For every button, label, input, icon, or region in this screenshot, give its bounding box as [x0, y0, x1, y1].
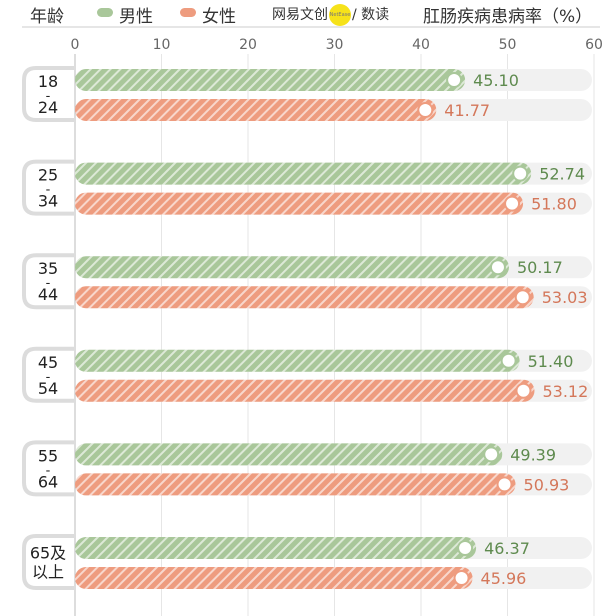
age-category-label: -	[46, 463, 51, 478]
age-category-label: 18	[38, 72, 58, 91]
age-group: 45-54 51.40 53.12	[22, 346, 592, 403]
female-bar	[75, 473, 516, 496]
male-value-label: 46.37	[484, 539, 530, 558]
bar-end-marker	[496, 476, 513, 493]
brand-logo: 网易文创 NetEase / 数读	[272, 4, 389, 26]
female-value-label: 53.03	[542, 288, 588, 307]
legend-male-swatch	[97, 8, 113, 17]
bar-end-marker	[515, 382, 532, 399]
male-value-label: 52.74	[539, 165, 585, 184]
female-bar	[75, 567, 473, 589]
age-category-label: 54	[38, 379, 58, 398]
bar-end-marker	[500, 352, 517, 369]
bar-end-marker	[417, 102, 434, 118]
age-category-label: 45	[38, 353, 58, 372]
male-value-label: 51.40	[528, 352, 574, 371]
x-axis-ticks: 0 10 20 30 40 50 60	[71, 37, 603, 53]
age-category-label: -	[46, 89, 51, 104]
age-category-label: 35	[38, 259, 58, 278]
female-bar	[75, 286, 534, 309]
x-tick-label: 10	[153, 37, 171, 53]
female-bar	[75, 99, 437, 121]
age-bracket	[22, 66, 74, 122]
x-tick-label: 60	[585, 37, 603, 53]
age-bracket	[22, 440, 74, 497]
age-category-label: -	[46, 276, 51, 291]
chart-header: 年龄 男性 女性 网易文创 NetEase / 数读 肛肠疾病患病率（%）	[0, 0, 615, 30]
bar-end-marker	[504, 195, 521, 212]
bar-end-marker	[512, 165, 529, 182]
male-value-label: 49.39	[510, 445, 556, 464]
bar-end-marker	[446, 72, 463, 88]
bar-groups: 18-2445.1041.7725-3452.7451.8035-4450.17…	[22, 66, 592, 590]
brand-name: 网易文创	[272, 7, 328, 23]
bar-end-marker	[514, 289, 531, 306]
female-bar	[75, 379, 535, 402]
female-value-label: 51.80	[531, 195, 577, 214]
age-category-label: 25	[38, 166, 58, 185]
bar-end-marker	[489, 259, 506, 276]
age-axis-title: 年龄	[30, 7, 64, 27]
x-tick-label: 50	[499, 37, 517, 53]
x-tick-label: 20	[239, 37, 257, 53]
bar-end-marker	[457, 540, 474, 556]
x-tick-label: 30	[326, 37, 344, 53]
age-category-label: 64	[38, 472, 58, 491]
female-value-label: 50.93	[524, 475, 570, 494]
bar-end-marker	[483, 446, 500, 463]
metric-title: 肛肠疾病患病率（%）	[423, 7, 593, 27]
age-bracket	[22, 159, 74, 216]
age-category-label: 以上	[32, 563, 64, 582]
x-tick-label: 40	[412, 37, 430, 53]
age-bracket	[22, 346, 74, 403]
age-category-label: 65及	[30, 544, 66, 563]
male-value-label: 45.10	[473, 71, 519, 90]
grid-lines	[74, 54, 595, 616]
age-group: 55-64 49.39 50.93	[22, 440, 592, 497]
age-bracket	[22, 534, 74, 590]
male-bar	[75, 443, 503, 466]
age-group: 25-34 52.74 51.80	[22, 159, 592, 216]
age-bracket	[22, 253, 74, 310]
age-group: 18-24 45.10 41.77	[22, 66, 592, 122]
age-category-label: 24	[38, 98, 58, 117]
x-tick-label: 0	[71, 37, 80, 53]
age-category-label: 44	[38, 285, 58, 304]
age-group: 35-44 50.17 53.03	[22, 253, 592, 310]
legend-female-label: 女性	[202, 7, 236, 27]
brand-section: / 数读	[352, 7, 390, 23]
male-bar	[75, 256, 509, 279]
age-category-label: 34	[38, 192, 58, 211]
male-bar	[75, 537, 477, 559]
netease-dot-icon: NetEase	[329, 4, 351, 26]
female-value-label: 53.12	[542, 382, 588, 401]
female-value-label: 45.96	[481, 569, 527, 588]
male-bar	[75, 69, 466, 91]
male-bar	[75, 349, 520, 372]
age-category-label: -	[46, 370, 51, 385]
legend-male-label: 男性	[119, 7, 153, 27]
female-value-label: 41.77	[444, 101, 490, 120]
age-category-label: 55	[38, 446, 58, 465]
male-bar	[75, 162, 532, 185]
bar-end-marker	[453, 570, 470, 586]
female-bar	[75, 192, 524, 215]
legend-female-swatch	[180, 8, 196, 17]
male-value-label: 50.17	[517, 258, 563, 277]
age-category-label: -	[46, 183, 51, 198]
